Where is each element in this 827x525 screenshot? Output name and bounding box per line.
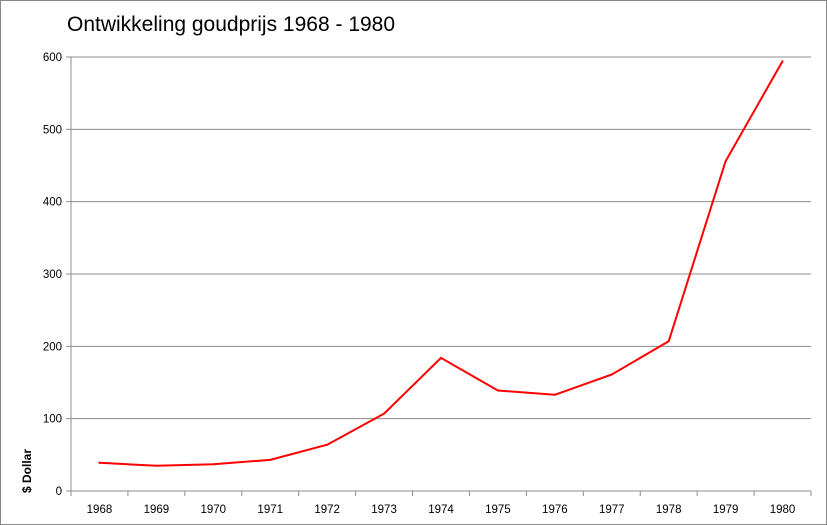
y-tick-label-600: 600: [43, 52, 62, 64]
y-tick-label-200: 200: [43, 341, 62, 353]
data-point-1980: [781, 60, 784, 63]
data-point-1975: [496, 389, 499, 392]
x-tick-label-1970: 1970: [201, 504, 227, 516]
chart-title: Ontwikkeling goudprijs 1968 - 1980: [67, 13, 396, 36]
data-point-1978: [667, 340, 670, 343]
data-point-1969: [155, 464, 158, 467]
series-lines: [98, 60, 784, 467]
data-point-1976: [553, 393, 556, 396]
data-point-1971: [269, 458, 272, 461]
y-tick-label-400: 400: [43, 197, 62, 209]
data-point-1974: [440, 356, 442, 359]
x-tick-label-1978: 1978: [656, 504, 682, 516]
y-tick-labels: 0 100 200 300 400 500 600: [43, 52, 62, 498]
x-tick-labels: 1968 1969 1970 1971 1972 1973 1974 1975 1976 1977…: [87, 504, 796, 516]
y-axis-title: $ Dollar: [20, 449, 34, 493]
x-tick-label-1976: 1976: [542, 504, 568, 516]
data-point-1977: [610, 373, 613, 376]
x-tick-label-1968: 1968: [87, 504, 113, 516]
data-point-1968: [98, 461, 101, 464]
data-point-1972: [326, 443, 329, 446]
x-tick-label-1979: 1979: [713, 504, 739, 516]
x-tick-label-1974: 1974: [428, 504, 454, 516]
y-tick-label-0: 0: [56, 486, 62, 498]
x-tick-label-1972: 1972: [314, 504, 340, 516]
x-tick-label-1977: 1977: [599, 504, 625, 516]
x-tick-label-1969: 1969: [144, 504, 170, 516]
gridlines: [71, 56, 811, 420]
series-line-0: [98, 60, 784, 467]
data-point-1979: [724, 160, 727, 163]
data-point-1973: [383, 412, 386, 415]
x-tick-label-1971: 1971: [257, 504, 283, 516]
x-tick-label-1975: 1975: [485, 504, 511, 516]
x-tick-label-1973: 1973: [371, 504, 397, 516]
data-point-1970: [212, 463, 215, 466]
y-tick-label-300: 300: [43, 269, 62, 281]
y-tick-label-500: 500: [43, 124, 62, 136]
y-tick-label-100: 100: [43, 414, 62, 426]
x-tick-label-1980: 1980: [770, 504, 796, 516]
axes: [66, 56, 812, 496]
